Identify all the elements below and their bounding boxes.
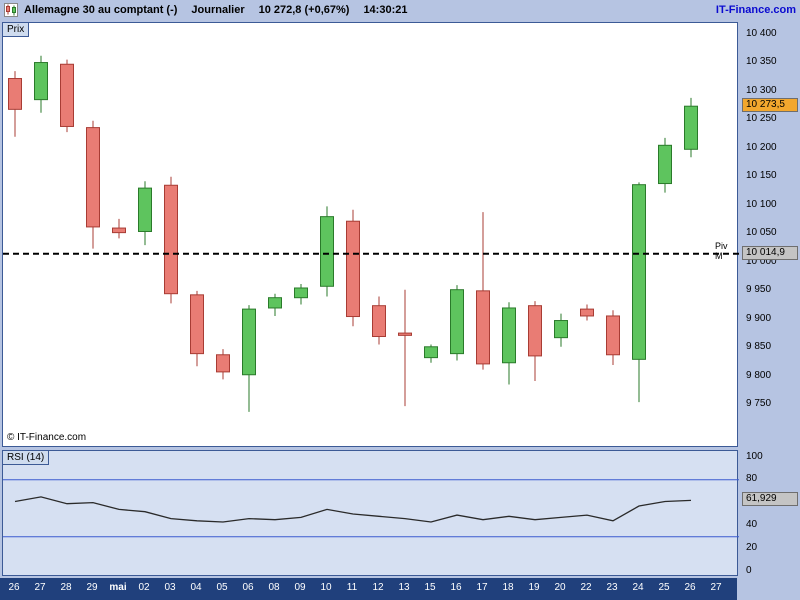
candle [606,310,620,366]
candle [346,209,360,327]
price-axis-tick: 10 200 [746,141,777,153]
date-label: 16 [450,582,462,593]
price-axis-tick: 10 000 [746,255,777,267]
date-label: mai [109,582,127,593]
time-axis-bar[interactable] [0,578,737,600]
date-label: 27 [710,582,722,593]
pivot-price-box: 10 014,9 [742,245,798,260]
price-axis-tick: 9 750 [746,398,772,410]
date-label: 18 [502,582,514,593]
date-label: 26 [8,582,20,593]
rsi-axis-tick: 100 [746,450,763,462]
candle [580,304,594,321]
candle [216,349,230,380]
date-label: 23 [606,582,618,593]
rsi-chart-canvas[interactable] [3,451,739,577]
candle [294,283,308,305]
candle [684,97,698,158]
date-label: 29 [86,582,98,593]
candle [34,55,48,113]
quote-label: 10 272,8 (+0,67%) [258,4,350,16]
candle [372,296,386,345]
date-label: 26 [684,582,696,593]
rsi-line [14,496,692,523]
candle [268,293,282,316]
price-panel-label: Prix [2,22,30,37]
date-label: 17 [476,582,488,593]
date-label: 25 [658,582,670,593]
date-label: 20 [554,582,566,593]
date-label: 11 [346,582,358,593]
candle [164,176,178,304]
date-label: 05 [216,582,228,593]
candlestick-icon [4,3,18,17]
rsi-axis-tick: 20 [746,541,758,553]
candle [86,120,100,249]
date-label: 13 [398,582,410,593]
candle [502,302,516,385]
timeframe-label: Journalier [191,4,245,16]
price-axis-tick: 10 350 [746,56,777,68]
candle [138,181,152,246]
price-axis-tick: 10 250 [746,113,777,125]
price-axis[interactable]: 10 273,5 10 014,9 61,929 10 400 10 350 10 … [740,0,800,600]
date-label: 22 [580,582,592,593]
price-chart-panel[interactable]: Prix Piv M © IT-Finance.com [2,22,739,448]
rsi-axis-tick: 80 [746,473,758,485]
brand-link[interactable]: IT-Finance.com [715,4,796,16]
time-label: 14:30:21 [363,4,408,16]
price-axis-tick: 10 400 [746,27,777,39]
candle [424,344,438,363]
pivot-line-label: Piv M [715,240,728,261]
rsi-axis-tick: 0 [746,564,752,576]
candle [242,305,256,412]
last-price-box: 10 273,5 [742,98,798,113]
date-label: 28 [60,582,72,593]
candle [476,212,490,370]
candle [320,206,334,297]
candle [190,290,204,367]
candle [450,285,464,361]
price-axis-tick: 10 150 [746,170,777,182]
date-label: 02 [138,582,150,593]
candle [60,59,74,133]
candle [112,218,126,239]
copyright-label: © IT-Finance.com [7,432,87,443]
price-axis-tick: 10 050 [746,227,777,239]
date-label: 15 [424,582,436,593]
candle [632,182,646,403]
price-chart-canvas[interactable] [3,23,739,448]
price-axis-tick: 9 850 [746,341,772,353]
date-label: 24 [632,582,644,593]
date-label: 03 [164,582,176,593]
price-axis-tick: 9 800 [746,369,772,381]
instrument-title: Allemagne 30 au comptant (-) [24,4,178,16]
price-axis-tick: 10 100 [746,198,777,210]
candle [528,301,542,382]
candle [554,313,568,347]
date-label: 19 [528,582,540,593]
date-label: 10 [320,582,332,593]
rsi-panel-label: RSI (14) [2,450,50,465]
candle [658,137,672,193]
rsi-value-box: 61,929 [742,492,798,507]
date-label: 12 [372,582,384,593]
date-label: 09 [294,582,306,593]
rsi-panel[interactable]: RSI (14) [2,450,739,577]
candle [398,289,412,407]
candle [8,71,22,137]
date-label: 08 [268,582,280,593]
date-label: 06 [242,582,254,593]
rsi-axis-tick: 40 [746,518,758,530]
price-axis-tick: 9 900 [746,312,772,324]
price-axis-tick: 9 950 [746,284,772,296]
date-label: 27 [34,582,46,593]
price-axis-tick: 10 300 [746,84,777,96]
header-bar: Allemagne 30 au comptant (-) Journalier … [0,0,800,20]
date-label: 04 [190,582,202,593]
